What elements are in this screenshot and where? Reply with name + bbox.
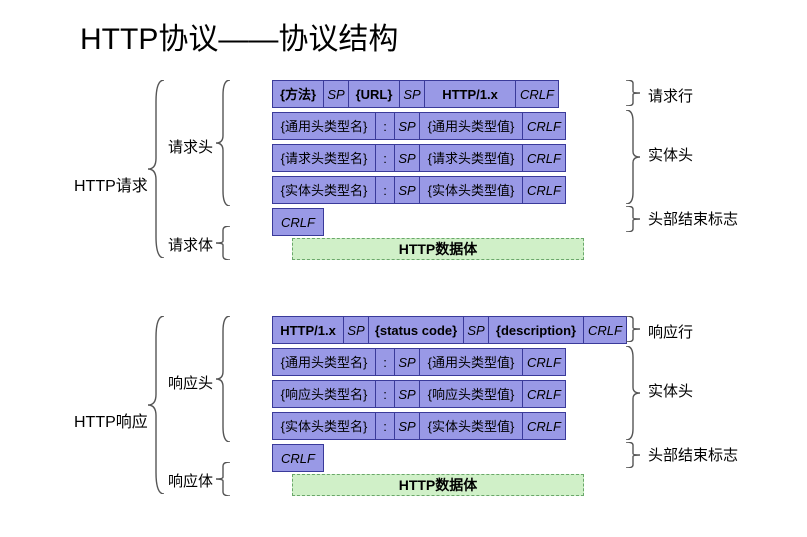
response-body-box: HTTP数据体 bbox=[292, 474, 584, 496]
response-r2-c3: {响应头类型值} bbox=[419, 380, 523, 408]
response-r2-c2: SP bbox=[394, 380, 420, 408]
request-r3-c0: {实体头类型名} bbox=[272, 176, 376, 204]
response-r0-c4: {description} bbox=[488, 316, 584, 344]
request-r1-c0: {通用头类型名} bbox=[272, 112, 376, 140]
request-r3-c3: {实体头类型值} bbox=[419, 176, 523, 204]
request-body-box: HTTP数据体 bbox=[292, 238, 584, 260]
response-r4-c0: CRLF bbox=[272, 444, 324, 472]
response-r0-c1: SP bbox=[343, 316, 369, 344]
response-r1-c1: : bbox=[375, 348, 395, 376]
request-brace-body bbox=[216, 226, 234, 260]
request-header-label: 请求头 bbox=[168, 136, 213, 157]
response-brace-r0 bbox=[626, 316, 644, 342]
response-r3-c1: : bbox=[375, 412, 395, 440]
response-r2-c0: {响应头类型名} bbox=[272, 380, 376, 408]
response-brace-body bbox=[216, 462, 234, 496]
request-r2-c4: CRLF bbox=[522, 144, 566, 172]
response-r3-c3: {实体头类型值} bbox=[419, 412, 523, 440]
request-brace-r0 bbox=[626, 80, 644, 106]
request-rlabel-0: 请求行 bbox=[648, 85, 693, 106]
request-r0-c4: HTTP/1.x bbox=[424, 80, 516, 108]
page-title: HTTP协议——协议结构 bbox=[80, 14, 398, 58]
request-r3-c2: SP bbox=[394, 176, 420, 204]
request-rlabel-2: 实体头 bbox=[648, 144, 693, 165]
response-r0-c5: CRLF bbox=[583, 316, 627, 344]
request-r3-c4: CRLF bbox=[522, 176, 566, 204]
response-rlabel-2: 实体头 bbox=[648, 380, 693, 401]
request-r0-c1: SP bbox=[323, 80, 349, 108]
request-r1-c2: SP bbox=[394, 112, 420, 140]
response-r1-c3: {通用头类型值} bbox=[419, 348, 523, 376]
response-rlabel-0: 响应行 bbox=[648, 321, 693, 342]
response-r0-c0: HTTP/1.x bbox=[272, 316, 344, 344]
request-r2-c1: : bbox=[375, 144, 395, 172]
request-r0-c0: {方法} bbox=[272, 80, 324, 108]
response-brace-r1 bbox=[626, 346, 644, 440]
response-rlabel-4: 头部结束标志 bbox=[648, 444, 738, 465]
request-brace-r1 bbox=[626, 110, 644, 204]
response-r0-c3: SP bbox=[463, 316, 489, 344]
request-r0-c5: CRLF bbox=[515, 80, 559, 108]
response-r2-c4: CRLF bbox=[522, 380, 566, 408]
response-brace-outer bbox=[148, 316, 168, 494]
request-r3-c1: : bbox=[375, 176, 395, 204]
response-label: HTTP响应 bbox=[74, 408, 148, 432]
request-brace-r2 bbox=[626, 206, 644, 232]
response-brace-r2 bbox=[626, 442, 644, 468]
request-rlabel-4: 头部结束标志 bbox=[648, 208, 738, 229]
request-body-label: 请求体 bbox=[168, 234, 213, 255]
request-r0-c2: {URL} bbox=[348, 80, 400, 108]
response-r3-c4: CRLF bbox=[522, 412, 566, 440]
request-r1-c4: CRLF bbox=[522, 112, 566, 140]
request-brace-header bbox=[216, 80, 234, 206]
request-r1-c1: : bbox=[375, 112, 395, 140]
response-r1-c4: CRLF bbox=[522, 348, 566, 376]
request-r1-c3: {通用头类型值} bbox=[419, 112, 523, 140]
response-body-label: 响应体 bbox=[168, 470, 213, 491]
request-r2-c0: {请求头类型名} bbox=[272, 144, 376, 172]
response-r3-c0: {实体头类型名} bbox=[272, 412, 376, 440]
request-r2-c3: {请求头类型值} bbox=[419, 144, 523, 172]
request-label: HTTP请求 bbox=[74, 172, 148, 196]
request-brace-outer bbox=[148, 80, 168, 258]
response-r0-c2: {status code} bbox=[368, 316, 464, 344]
response-r2-c1: : bbox=[375, 380, 395, 408]
response-r3-c2: SP bbox=[394, 412, 420, 440]
request-r4-c0: CRLF bbox=[272, 208, 324, 236]
response-r1-c2: SP bbox=[394, 348, 420, 376]
response-r1-c0: {通用头类型名} bbox=[272, 348, 376, 376]
request-r0-c3: SP bbox=[399, 80, 425, 108]
response-brace-header bbox=[216, 316, 234, 442]
response-header-label: 响应头 bbox=[168, 372, 213, 393]
request-r2-c2: SP bbox=[394, 144, 420, 172]
